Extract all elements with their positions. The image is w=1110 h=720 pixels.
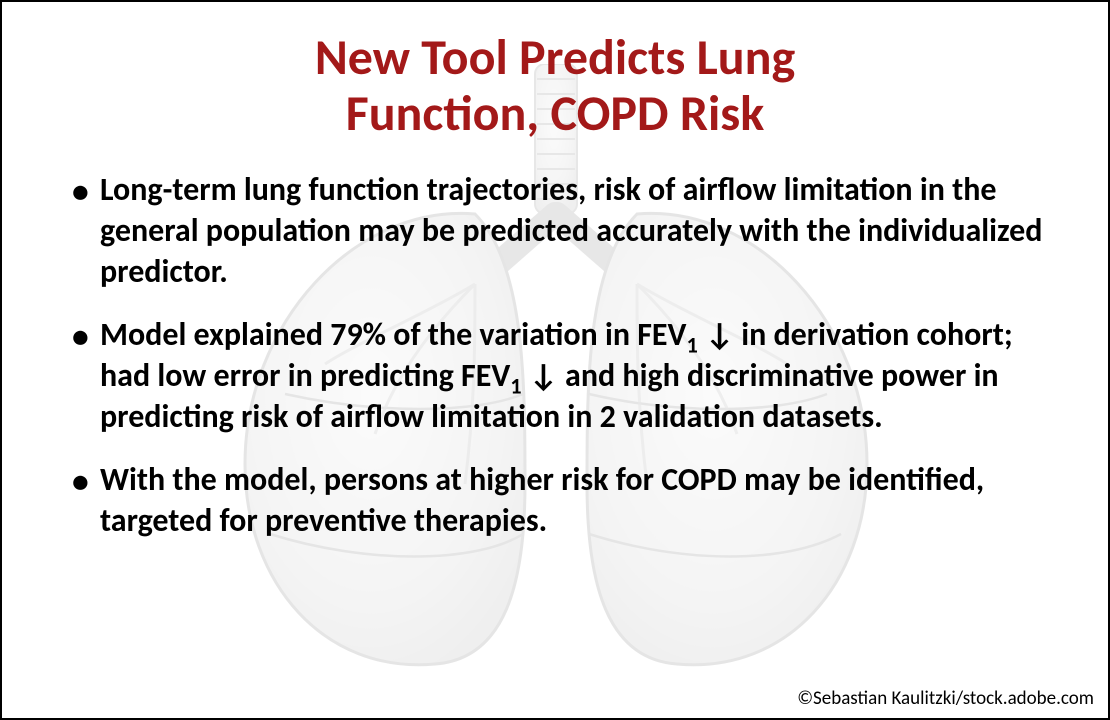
bullet-item: Model explained 79% of the variation in …: [66, 315, 1044, 438]
title-line-2: Function, COPD Risk: [346, 83, 764, 144]
bullet-list: Long-term lung function trajectories, ri…: [62, 170, 1048, 542]
bullet-item: Long-term lung function trajectories, ri…: [66, 170, 1044, 293]
slide-frame: New Tool Predicts Lung Function, COPD Ri…: [0, 0, 1110, 720]
bullet-item: With the model, persons at higher risk f…: [66, 460, 1044, 542]
title-line-1: New Tool Predicts Lung: [315, 27, 795, 88]
image-attribution: ©Sebastian Kaulitzki/stock.adobe.com: [797, 687, 1094, 710]
slide-title: New Tool Predicts Lung Function, COPD Ri…: [62, 30, 1048, 142]
content-area: New Tool Predicts Lung Function, COPD Ri…: [2, 2, 1108, 718]
